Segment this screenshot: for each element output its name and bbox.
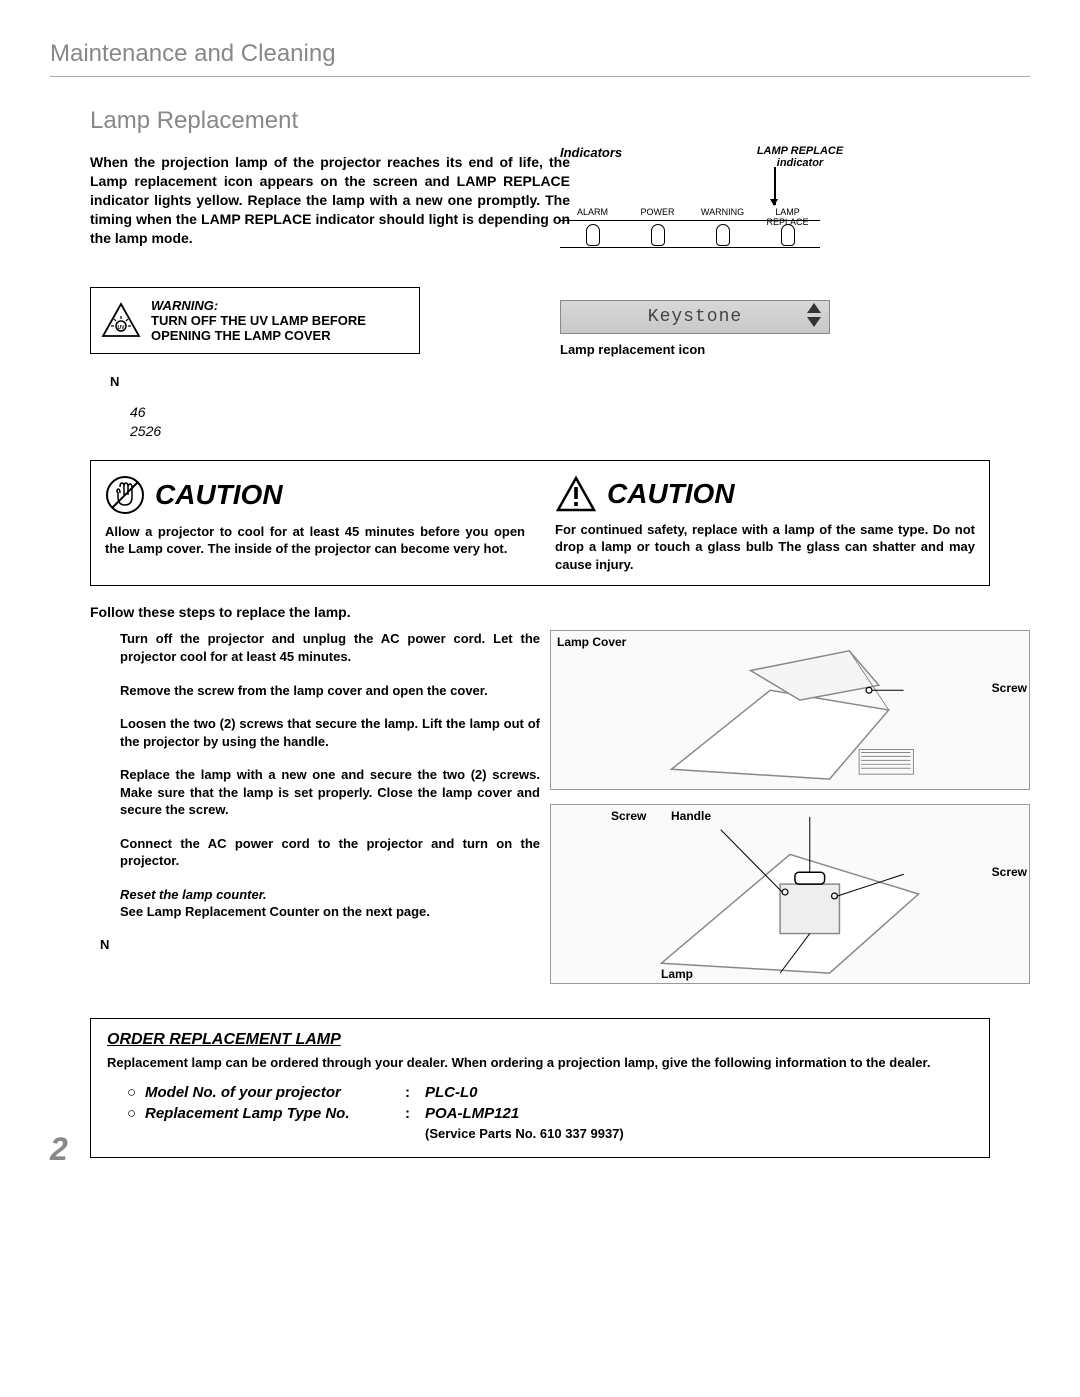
note-letter: N [110,374,1030,389]
no-touch-icon [105,475,145,515]
indicator-label: WARNING [690,207,755,217]
keystone-bar: Keystone [560,300,830,334]
indicator-label: LAMP REPLACE [755,207,820,227]
step-item: Remove the screw from the lamp cover and… [120,682,540,700]
led-icon [586,224,600,246]
keystone-label: Keystone [648,307,742,327]
led-icon [781,224,795,246]
steps-list: Turn off the projector and unplug the AC… [90,630,540,998]
note-letter: N [100,937,540,952]
divider [50,76,1030,77]
step-item: Connect the AC power cord to the project… [120,835,540,870]
caution-box: CAUTION Allow a projector to cool for at… [90,460,990,587]
warning-box: UV WARNING: TURN OFF THE UV LAMP BEFORE … [90,287,420,354]
diagram-label: Screw [992,681,1027,695]
step-item: Loosen the two (2) screws that secure th… [120,715,540,750]
section-title: Lamp Replacement [90,107,1030,135]
step-item: Replace the lamp with a new one and secu… [120,766,540,819]
warning-title: WARNING: [151,298,407,313]
service-parts-number: (Service Parts No. 610 337 9937) [425,1126,973,1141]
note-numbers: 46 2526 [130,403,1030,439]
arrow-up-icon [807,303,821,313]
intro-paragraph: When the projection lamp of the projecto… [90,153,570,247]
follow-steps-heading: Follow these steps to replace the lamp. [90,604,1030,620]
keystone-figure: Keystone Lamp replacement icon [560,300,830,357]
order-title: ORDER REPLACEMENT LAMP [107,1031,973,1049]
order-replacement-box: ORDER REPLACEMENT LAMP Replacement lamp … [90,1018,990,1158]
svg-text:UV: UV [118,325,126,331]
lamp-handle-diagram: Screw Handle Screw Lamp [550,804,1030,984]
order-lamp-line: ○ Replacement Lamp Type No. : POA-LMP121 [127,1105,973,1122]
indicator-row: ALARM POWER WARNING LAMP REPLACE [560,220,820,248]
warning-text: TURN OFF THE UV LAMP BEFORE OPENING THE … [151,313,407,343]
lamp-replace-pointer-label: LAMP REPLACE indicator [740,145,860,169]
uv-warning-triangle-icon: UV [101,302,141,338]
caution-right-text: For continued safety, replace with a lam… [555,521,975,574]
order-text: Replacement lamp can be ordered through … [107,1055,973,1070]
diagram-column: Lamp Cover Screw Screw Handle Screw Lamp [550,630,1030,998]
diagram-label: Screw [611,809,646,823]
indicator-label: ALARM [560,207,625,217]
caution-title: CAUTION [155,479,283,511]
led-icon [651,224,665,246]
indicators-figure: Indicators LAMP REPLACE indicator ALARM … [560,145,830,248]
step-reset: Reset the lamp counter. See Lamp Replace… [120,886,540,921]
diagram-label: Screw [992,865,1027,879]
order-model-line: ○ Model No. of your projector : PLC-L0 [127,1084,973,1101]
arrow-down-icon [807,317,821,327]
diagram-label: Handle [671,809,711,823]
warning-triangle-icon [555,475,597,513]
diagram-label: Lamp [661,967,693,981]
indicator-label: POWER [625,207,690,217]
caution-title: CAUTION [607,478,735,510]
step-item: Turn off the projector and unplug the AC… [120,630,540,665]
lamp-cover-diagram: Lamp Cover Screw [550,630,1030,790]
arrow-down-icon [774,167,776,205]
led-icon [716,224,730,246]
page-number: 2 [50,1131,68,1168]
diagram-label: Lamp Cover [557,635,626,649]
keystone-caption: Lamp replacement icon [560,342,830,357]
page-header: Maintenance and Cleaning [50,40,1030,68]
caution-left-text: Allow a projector to cool for at least 4… [105,523,525,558]
